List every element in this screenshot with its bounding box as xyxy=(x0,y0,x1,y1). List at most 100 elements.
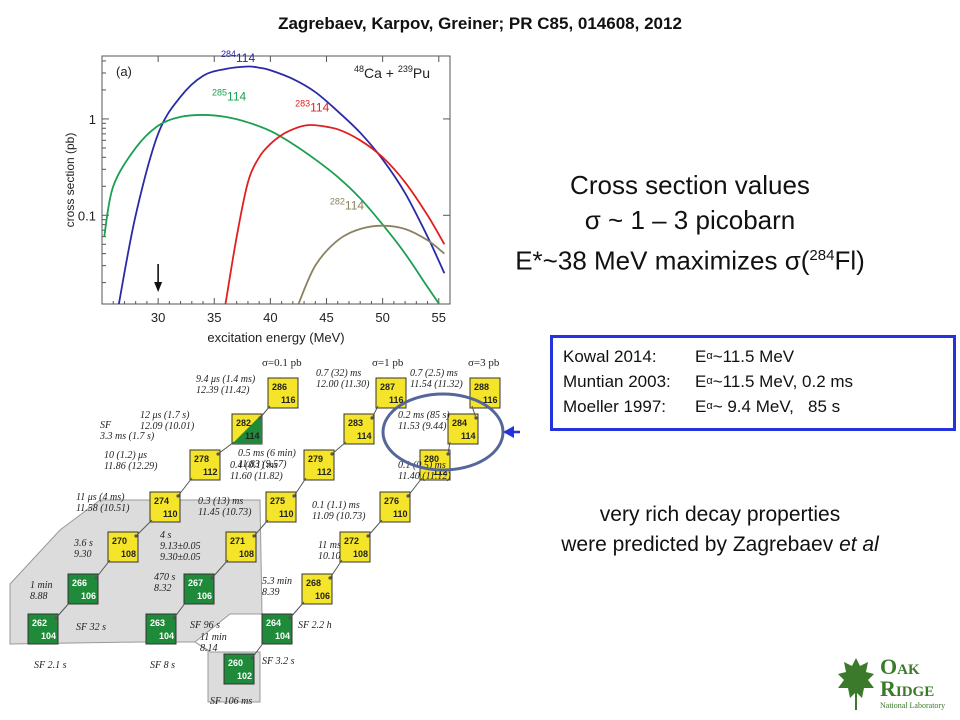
series-label-mass: 282 xyxy=(330,196,345,206)
chain-annotation: SF 8 s xyxy=(150,660,175,671)
chain-annotation: 0.7 (32) ms 12.00 (11.30) xyxy=(316,368,370,390)
decay-arrow xyxy=(471,405,477,419)
nuclide-z: 112 xyxy=(317,467,332,477)
chain-annotation: 10 (1.2) μs 11.86 (12.29) xyxy=(104,450,158,472)
series-label-mass: 285 xyxy=(212,88,227,98)
decay-arrow-head xyxy=(252,534,256,538)
chain-annotation: 11 μs (4 ms) 11.58 (10.51) xyxy=(76,492,130,514)
chain-annotation-line: 11 min xyxy=(200,632,227,643)
chain-annotation-line: 10 (1.2) μs xyxy=(104,450,147,461)
chain-annotation: 0.1 (1.1) ms 11.09 (10.73) xyxy=(312,500,366,522)
measurement-value: ~ 9.4 MeV, 85 s xyxy=(712,397,841,416)
reaction-label: 48Ca + 239Pu xyxy=(354,64,430,81)
decay-chain-diagram: σ=0.1 pb σ=1 pb σ=3 pb28611628711628811628… xyxy=(9,357,520,707)
chain-annotation: 1 min 8.88 xyxy=(30,580,53,602)
chain-annotation-line: 11 μs (4 ms) xyxy=(76,492,125,503)
chain-annotation-line: 11.83 (9.57) xyxy=(238,459,287,470)
decay-arrow-head xyxy=(94,576,98,580)
sigma-label: σ=0.1 pb xyxy=(262,357,302,369)
nuclide-282-114: 282114 xyxy=(231,413,263,445)
y-axis-label: cross section (pb) xyxy=(63,133,77,228)
shaded-region xyxy=(9,499,263,703)
nuclide-box xyxy=(303,449,335,481)
nuclide-z: 104 xyxy=(41,631,56,641)
chain-annotation-line: 1 min xyxy=(30,580,53,591)
arrow-head-icon xyxy=(154,282,163,292)
nuclide-box xyxy=(375,377,407,409)
chain-annotation-line: 0.1 (1.1) ms xyxy=(312,500,360,511)
chain-annotation-line: 470 s xyxy=(154,572,176,583)
nuclide-mass: 260 xyxy=(228,658,243,668)
summary-line-3: E*~38 MeV maximizes σ(284Fl) xyxy=(460,238,920,279)
series-label-mass: 284 xyxy=(221,49,236,59)
series-label-z: 114 xyxy=(345,198,364,212)
decay-arrow xyxy=(253,519,269,537)
summary-text: Cross section values σ ~ 1 – 3 picobarn … xyxy=(460,168,920,279)
nuclide-mass: 286 xyxy=(272,382,287,392)
plot-frame xyxy=(101,55,451,305)
panel-label: (a) xyxy=(116,64,132,79)
chain-annotation: SF 96 s xyxy=(190,620,220,631)
series-curve-283 xyxy=(224,124,446,304)
nuclide-mass: 262 xyxy=(32,618,47,628)
y-tick-label: 1 xyxy=(89,112,96,127)
cross-section-chart: 30 35 40 45 50 55 1 0.1 excitation energy (MeV) c… xyxy=(63,49,451,345)
chain-annotation-line: 12.39 (11.42) xyxy=(196,385,250,396)
chain-annotation-line: SF 96 s xyxy=(190,620,220,631)
chain-annotation: SF 3.3 ms (1.7 s) xyxy=(99,420,155,442)
remark-line-2-pre: were predicted by Zagrebaev xyxy=(561,533,840,556)
decay-arrow-head xyxy=(258,416,262,420)
nuclide-box xyxy=(183,573,215,605)
chain-annotation-line: 0.7 (2.5) ms xyxy=(410,368,458,379)
nuclide-box xyxy=(189,449,221,481)
sigma-label: σ=1 pb xyxy=(372,357,404,369)
measurement-symbol: E xyxy=(695,347,707,366)
decay-arrow xyxy=(289,601,305,619)
nuclide-mass: 272 xyxy=(344,536,359,546)
nuclide-box xyxy=(27,613,59,645)
chain-annotation-line: SF 2.1 s xyxy=(34,660,67,671)
reaction-mass-1: 48 xyxy=(354,64,364,74)
measurement-value: ~11.5 MeV, 0.2 ms xyxy=(712,372,854,391)
chain-annotation-line: 8.88 xyxy=(30,591,48,602)
series-label-z: 114 xyxy=(310,100,329,114)
x-axis-label: excitation energy (MeV) xyxy=(207,330,344,345)
decay-arrow-head xyxy=(288,616,292,620)
chain-annotation-line: 8.39 xyxy=(262,587,280,598)
logo-oak-initial: O xyxy=(880,654,897,679)
nuclide-mass: 280 xyxy=(424,454,439,464)
series-label-282: 282114 xyxy=(330,196,364,212)
reaction-mass-2: 239 xyxy=(398,64,413,74)
nuclide-283-114: 283114 xyxy=(343,413,375,445)
nuclide-z: 110 xyxy=(163,509,178,519)
chain-annotation: 470 s 8.32 xyxy=(154,572,176,594)
decay-arrow xyxy=(447,441,451,455)
chain-annotation-line: 9.30 xyxy=(74,549,92,560)
series-label-z: 114 xyxy=(227,90,246,104)
chain-annotation: 5.3 min 8.39 xyxy=(262,576,292,598)
decay-arrow xyxy=(211,559,229,579)
decay-arrow-head xyxy=(172,616,176,620)
nuclide-mass: 263 xyxy=(150,618,165,628)
series-label-283: 283114 xyxy=(295,98,329,114)
remark-line-1: very rich decay properties xyxy=(599,503,841,526)
reference-title: Zagrebaev, Karpov, Greiner; PR C85, 0146… xyxy=(278,14,682,33)
chain-annotation-line: 11 ms xyxy=(318,540,341,551)
chain-annotation-line: 11.40 (11.12) xyxy=(398,471,451,482)
nuclide-z: 102 xyxy=(237,671,252,681)
nuclide-mass: 282 xyxy=(236,418,251,428)
chain-annotation: 11 min 8.14 xyxy=(200,632,227,654)
chain-annotation-line: 11.09 (10.73) xyxy=(312,511,366,522)
summary-line-1: Cross section values xyxy=(570,170,810,200)
